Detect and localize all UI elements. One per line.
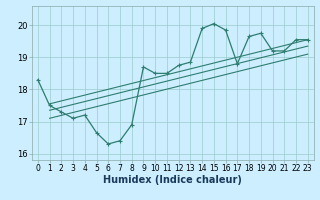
X-axis label: Humidex (Indice chaleur): Humidex (Indice chaleur) — [103, 175, 242, 185]
